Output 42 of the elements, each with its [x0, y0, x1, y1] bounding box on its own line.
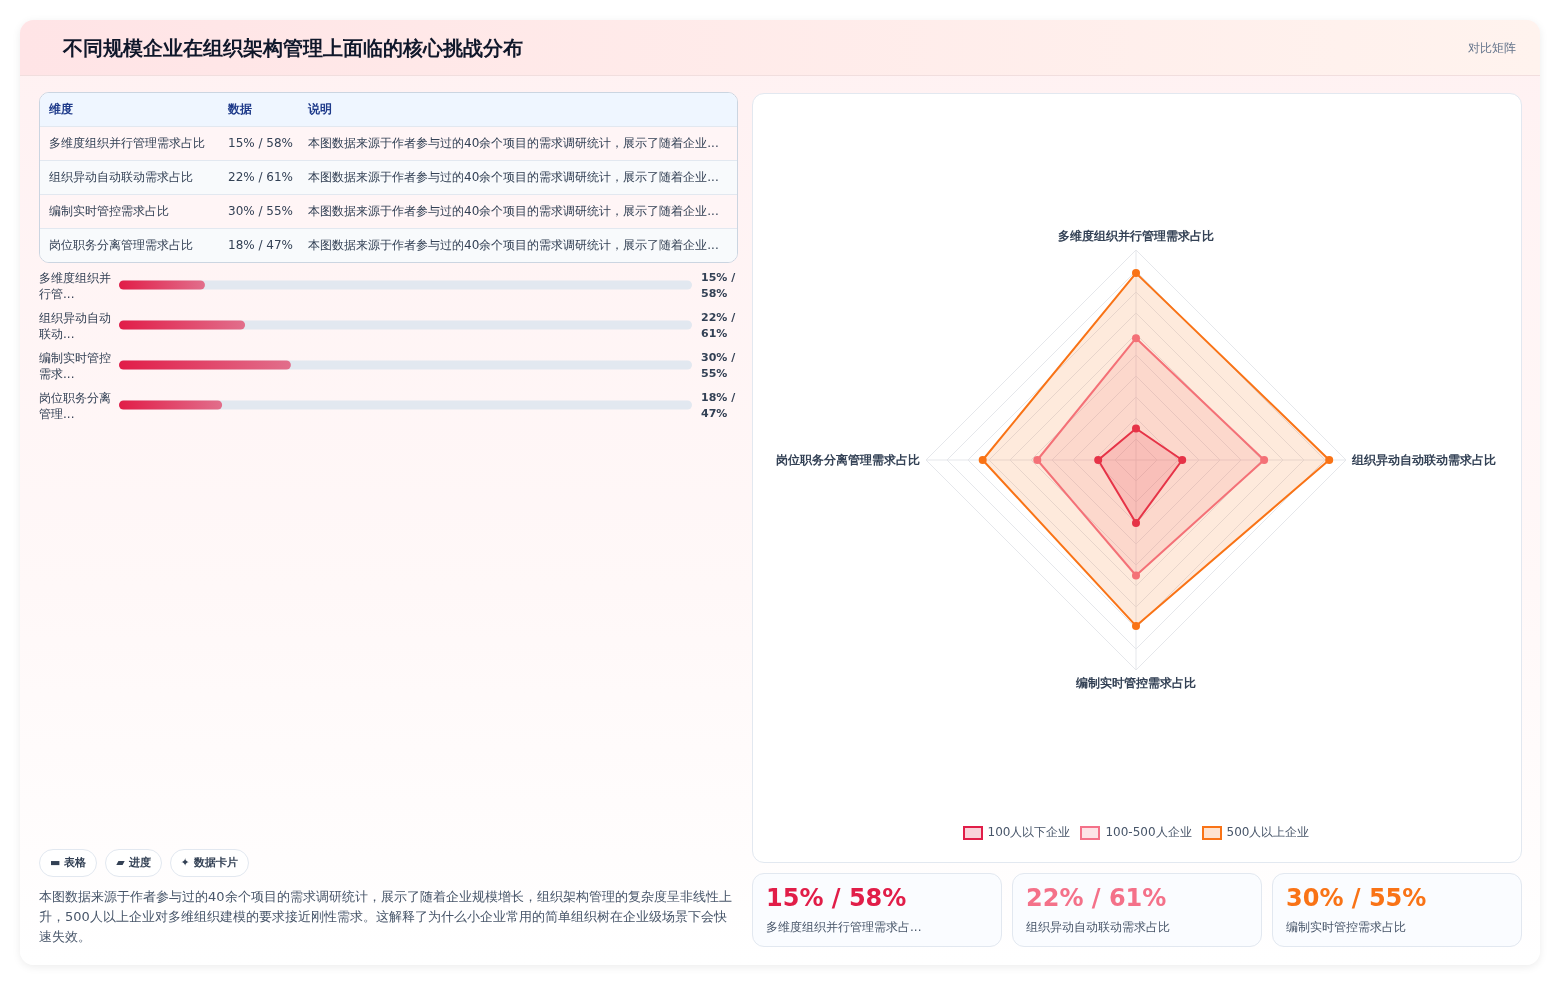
text: 组织异动自动联动需求占比: [1026, 919, 1170, 936]
data-label: 15% / 58%: [701, 270, 737, 302]
text: 多维度组织并行管理需求占比: [49, 135, 205, 152]
y-tick-label: 岗位职务分离管理...: [39, 390, 112, 422]
y-tick-label: 编制实时管控需求...: [39, 350, 112, 382]
text: ▬ 表格: [39, 849, 98, 877]
y-tick-label: 多维度组织并行管...: [39, 270, 112, 302]
text: 本图数据来源于作者参与过的40余个项目的需求调研统计，展示了随着企业规模增长，组织架构管理的复杂度呈非线性上升，500人以上企业对多维组织建模的要求接近刚性需求。这解释了为什么小企业常用的简单组织树在企业级场景下会快速失效。: [39, 888, 733, 946]
text: 组织异动自动联动需求占比: [49, 169, 193, 186]
data-label: 30% / 55%: [701, 350, 737, 382]
text: 30% / 55%: [228, 203, 294, 220]
text: 编制实时管控需求占比: [49, 203, 169, 220]
text: 数据: [228, 101, 252, 118]
text: 本图数据来源于作者参与过的40余个项目的需求调研统计，展示了随着企业...: [308, 203, 719, 220]
spoke-label: 编制实时管控需求占比: [1075, 675, 1196, 690]
text: 多维度组织并行管理需求占...: [766, 919, 922, 936]
spoke-label: 组织异动自动联动需求占比: [1351, 452, 1496, 467]
text: ▰ 进度: [105, 849, 162, 877]
text: 对比矩阵: [1468, 40, 1516, 57]
text: 本图数据来源于作者参与过的40余个项目的需求调研统计，展示了随着企业...: [308, 169, 719, 186]
legend-label: 100-500人企业: [1105, 825, 1192, 839]
text: 18% / 47%: [228, 237, 294, 254]
spoke-label: 岗位职务分离管理需求占比: [776, 452, 920, 467]
text: 本图数据来源于作者参与过的40余个项目的需求调研统计，展示了随着企业...: [308, 135, 719, 152]
text: 22% / 61%: [1026, 884, 1167, 912]
data-label: 18% / 47%: [701, 390, 737, 422]
text: 22% / 61%: [228, 169, 294, 186]
text: 15% / 58%: [766, 884, 907, 912]
y-tick-label: 组织异动自动联动...: [39, 310, 112, 342]
text: 15% / 58%: [228, 135, 294, 152]
text: 不同规模企业在组织架构管理上面临的核心挑战分布: [63, 35, 523, 62]
text: ✦ 数据卡片: [169, 849, 249, 877]
text: 编制实时管控需求占比: [1286, 919, 1406, 936]
text: 30% / 55%: [1286, 884, 1427, 912]
legend-label: 100人以下企业: [987, 825, 1071, 839]
text: 说明: [308, 101, 332, 118]
spoke-label: 多维度组织并行管理需求占比: [1058, 228, 1214, 243]
legend-label: 500人以上企业: [1226, 825, 1310, 839]
text: 岗位职务分离管理需求占比: [49, 237, 193, 254]
text: 维度: [49, 101, 73, 118]
data-label: 22% / 61%: [701, 310, 737, 342]
text: 本图数据来源于作者参与过的40余个项目的需求调研统计，展示了随着企业...: [308, 237, 719, 254]
